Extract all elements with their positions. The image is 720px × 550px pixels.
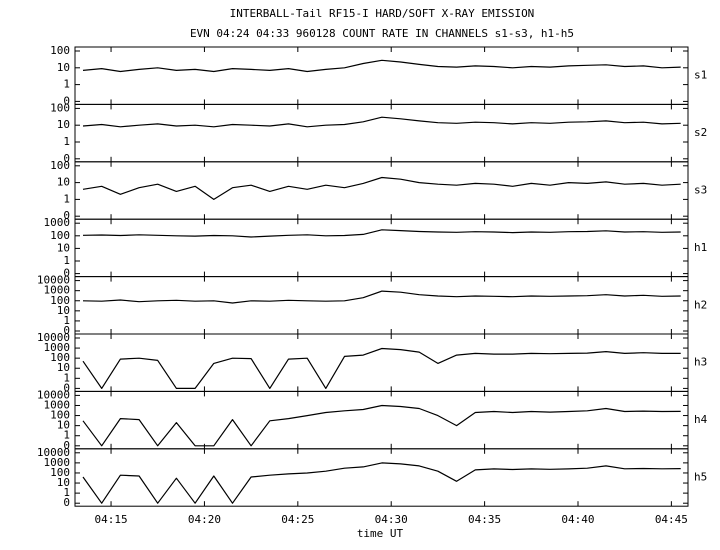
- y-tick-label: 0: [63, 267, 70, 280]
- y-tick-label: 1: [63, 135, 70, 148]
- data-line: [82, 404, 681, 447]
- panel-frame: [74, 276, 689, 335]
- y-tick-label: 100: [50, 409, 70, 422]
- panel-frame: [74, 46, 689, 105]
- data-line: [82, 462, 681, 504]
- y-tick-label: 1: [63, 254, 70, 267]
- y-tick-label: 1: [63, 78, 70, 91]
- x-tick-label: 04:30: [375, 513, 408, 526]
- y-tick-label: 0: [63, 152, 70, 165]
- channel-label: h3: [694, 356, 707, 369]
- channel-label: h2: [694, 298, 707, 311]
- y-tick-label: 100: [50, 294, 70, 307]
- y-tick-label: 1: [63, 486, 70, 499]
- y-tick-label: 1: [63, 314, 70, 327]
- y-tick-label: 1000: [44, 216, 71, 229]
- y-tick-label: 1000: [44, 398, 71, 411]
- y-tick-label: 100: [50, 101, 70, 114]
- y-tick-label: 0: [63, 209, 70, 222]
- y-tick-label: 10: [57, 61, 70, 74]
- y-tick-label: 10: [57, 361, 70, 374]
- panel-frame: [74, 103, 689, 163]
- x-tick-label: 04:45: [655, 513, 688, 526]
- y-tick-label: 100: [50, 229, 70, 242]
- y-tick-label: 100: [50, 159, 70, 172]
- y-tick-label: 1: [63, 192, 70, 205]
- data-line: [82, 176, 681, 200]
- y-tick-label: 0: [63, 381, 70, 394]
- y-tick-label: 10: [57, 304, 70, 317]
- y-tick-label: 1000: [44, 284, 71, 297]
- y-tick-label: 100: [50, 466, 70, 479]
- channel-label: h4: [694, 413, 708, 426]
- y-tick-label: 10000: [37, 331, 70, 344]
- x-axis-label: time UT: [357, 527, 404, 540]
- panel-frame: [74, 161, 689, 220]
- y-tick-label: 10: [57, 118, 70, 131]
- x-tick-label: 04:20: [188, 513, 221, 526]
- data-line: [82, 59, 681, 73]
- panel-frame: [74, 448, 689, 507]
- y-tick-label: 0: [63, 94, 70, 107]
- y-tick-label: 0: [63, 439, 70, 452]
- x-tick-label: 04:25: [281, 513, 314, 526]
- y-tick-label: 1000: [44, 341, 71, 354]
- y-tick-label: 0: [63, 324, 70, 337]
- panel-frame: [74, 218, 689, 278]
- y-tick-label: 10: [57, 419, 70, 432]
- panel-frame: [74, 333, 689, 392]
- y-tick-label: 100: [50, 44, 70, 57]
- x-tick-label: 04:40: [561, 513, 594, 526]
- y-tick-label: 10000: [37, 446, 70, 459]
- channel-label: h1: [694, 241, 707, 254]
- y-tick-label: 100: [50, 351, 70, 364]
- chart-subtitle: EVN 04:24 04:33 960128 COUNT RATE IN CHA…: [190, 27, 574, 40]
- data-line: [82, 116, 681, 128]
- channel-label: s2: [694, 126, 707, 139]
- y-tick-label: 0: [63, 496, 70, 509]
- y-tick-label: 1: [63, 429, 70, 442]
- chart-title: INTERBALL-Tail RF15-I HARD/SOFT X-RAY EM…: [230, 7, 535, 20]
- channel-label: h5: [694, 471, 707, 484]
- y-tick-label: 10: [57, 241, 70, 254]
- y-tick-label: 10000: [37, 274, 70, 287]
- data-line: [82, 347, 681, 389]
- y-tick-label: 1000: [44, 456, 71, 469]
- channel-label: s1: [694, 69, 707, 82]
- data-line: [82, 290, 681, 304]
- y-tick-label: 10: [57, 176, 70, 189]
- channel-label: s3: [694, 184, 707, 197]
- data-line: [82, 229, 681, 238]
- x-tick-label: 04:35: [468, 513, 501, 526]
- y-tick-label: 10000: [37, 388, 70, 401]
- y-tick-label: 10: [57, 476, 70, 489]
- x-tick-label: 04:15: [94, 513, 127, 526]
- panel-frame: [74, 390, 689, 450]
- y-tick-label: 1: [63, 371, 70, 384]
